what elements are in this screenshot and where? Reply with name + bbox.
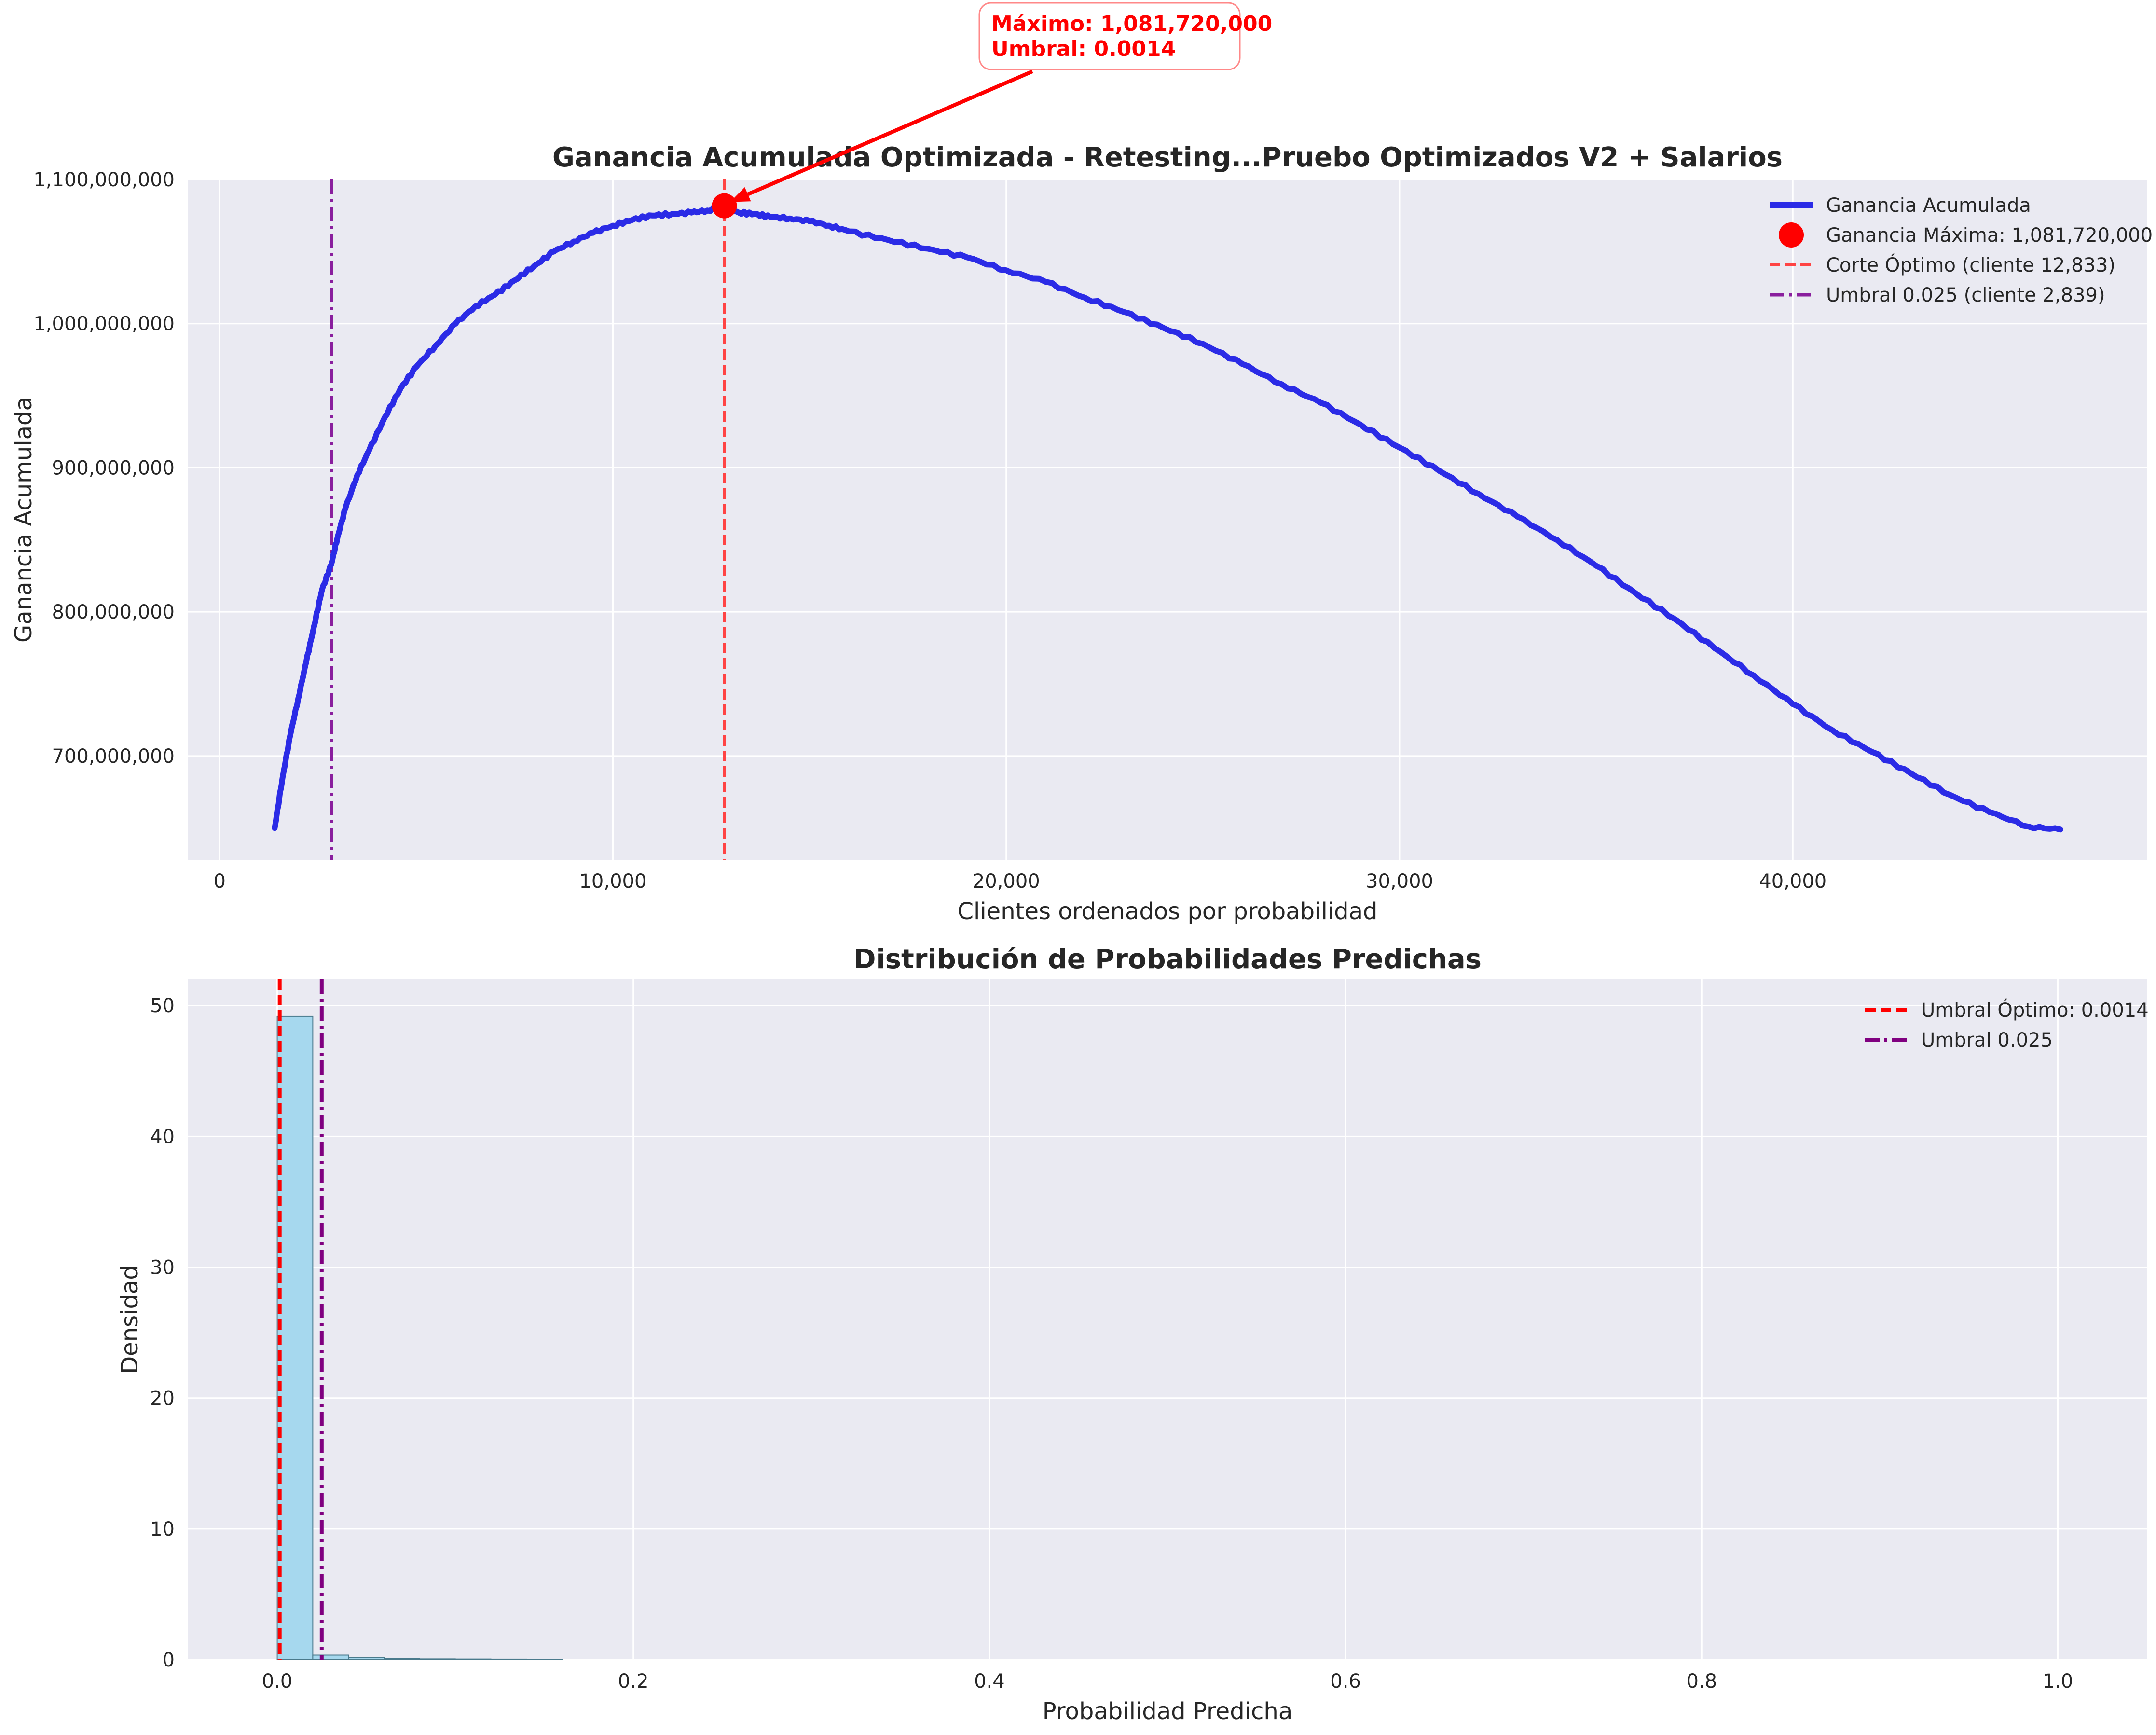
gain-x-axis-label: Clientes ordenados por probabilidad bbox=[957, 898, 1377, 925]
histogram-x-tick-label: 1.0 bbox=[2043, 1670, 2074, 1693]
histogram-bar bbox=[490, 1658, 527, 1660]
histogram-bar bbox=[454, 1658, 492, 1661]
histogram-bar bbox=[526, 1659, 563, 1660]
histogram-title: Distribución de Probabilidades Predichas bbox=[853, 944, 1482, 975]
gain-y-tick-label: 900,000,000 bbox=[52, 457, 175, 479]
gain-x-tick-label: 40,000 bbox=[1759, 870, 1826, 893]
histogram-y-tick-label: 50 bbox=[150, 995, 175, 1017]
gain-y-tick-label: 1,100,000,000 bbox=[33, 169, 175, 191]
gain-legend: Ganancia Acumulada Ganancia Máxima: 1,08… bbox=[1770, 194, 2153, 306]
histogram-y-tick-label: 30 bbox=[150, 1257, 175, 1279]
gain-x-tick-label: 0 bbox=[213, 870, 225, 893]
histogram-y-ticks: 0 10 20 30 40 50 bbox=[150, 995, 175, 1671]
histogram-x-ticks: 0.0 0.2 0.4 0.6 0.8 1.0 bbox=[262, 1670, 2074, 1693]
histogram-legend: Umbral Óptimo: 0.0014 Umbral 0.025 bbox=[1865, 998, 2149, 1051]
gain-x-ticks: 0 10,000 20,000 30,000 40,000 bbox=[213, 870, 1826, 893]
histogram-x-tick-label: 0.8 bbox=[1686, 1670, 1717, 1693]
legend-marker-max bbox=[1779, 222, 1804, 248]
gain-x-tick-label: 20,000 bbox=[973, 870, 1040, 893]
histogram-plot-area bbox=[188, 979, 2147, 1660]
legend-label-umbral: Umbral 0.025 (cliente 2,839) bbox=[1826, 284, 2105, 306]
histogram-x-tick-label: 0.6 bbox=[1330, 1670, 1361, 1693]
histogram-reference-lines bbox=[277, 979, 324, 1660]
histogram-bar bbox=[348, 1657, 385, 1660]
gain-y-tick-label: 800,000,000 bbox=[52, 601, 175, 623]
gain-chart-title: Ganancia Acumulada Optimizada - Retestin… bbox=[552, 142, 1783, 173]
annotation-box bbox=[978, 2, 1241, 70]
histogram-y-axis-label: Densidad bbox=[116, 1265, 143, 1374]
histogram-y-tick-label: 0 bbox=[163, 1649, 175, 1671]
histogram-x-axis-label: Probabilidad Predicha bbox=[1043, 1698, 1292, 1725]
histogram-bar bbox=[419, 1658, 456, 1660]
histogram-bar bbox=[312, 1654, 349, 1660]
histogram-bar bbox=[384, 1658, 420, 1660]
legend-label-umbral-optimo: Umbral Óptimo: 0.0014 bbox=[1921, 998, 2149, 1021]
legend-label-max: Ganancia Máxima: 1,081,720,000 bbox=[1826, 224, 2153, 247]
gain-x-tick-label: 30,000 bbox=[1366, 870, 1433, 893]
gain-grid bbox=[188, 179, 2147, 860]
legend-label-umbral-025: Umbral 0.025 bbox=[1921, 1029, 2053, 1051]
gain-series-line bbox=[272, 203, 2063, 833]
gain-chart: 0 10,000 20,000 30,000 40,000 700,000,000 800… bbox=[10, 2, 2153, 925]
legend-label-corte: Corte Óptimo (cliente 12,833) bbox=[1826, 253, 2115, 276]
histogram-x-tick-label: 0.4 bbox=[974, 1670, 1005, 1693]
histogram-chart: 0.0 0.2 0.4 0.6 0.8 1.0 0 10 20 30 40 50 Distribuc… bbox=[116, 944, 2149, 1725]
histogram-x-tick-label: 0.2 bbox=[618, 1670, 649, 1693]
gain-plot-area bbox=[188, 179, 2147, 860]
histogram-y-tick-label: 10 bbox=[150, 1518, 175, 1541]
histogram-bars bbox=[276, 1015, 563, 1661]
legend-label-ganancia: Ganancia Acumulada bbox=[1826, 194, 2031, 217]
gain-y-tick-label: 1,000,000,000 bbox=[33, 313, 175, 335]
gain-y-ticks: 700,000,000 800,000,000 900,000,000 1,000,0… bbox=[33, 169, 175, 768]
annotation-arrow bbox=[747, 69, 1033, 196]
gain-reference-lines bbox=[330, 179, 726, 860]
histogram-x-tick-label: 0.0 bbox=[262, 1670, 293, 1693]
histogram-y-tick-label: 20 bbox=[150, 1388, 175, 1410]
gain-x-tick-label: 10,000 bbox=[579, 870, 646, 893]
histogram-bar bbox=[276, 1015, 314, 1660]
histogram-y-tick-label: 40 bbox=[150, 1126, 175, 1148]
annotation-arrowhead bbox=[730, 187, 751, 202]
max-gain-marker bbox=[712, 193, 737, 219]
annotation-umbral-text: Umbral: 0.0014 bbox=[991, 37, 1176, 61]
gain-y-tick-label: 700,000,000 bbox=[52, 745, 175, 768]
gain-y-axis-label: Ganancia Acumulada bbox=[10, 397, 37, 643]
annotation-max-text: Máximo: 1,081,720,000 bbox=[991, 12, 1272, 36]
